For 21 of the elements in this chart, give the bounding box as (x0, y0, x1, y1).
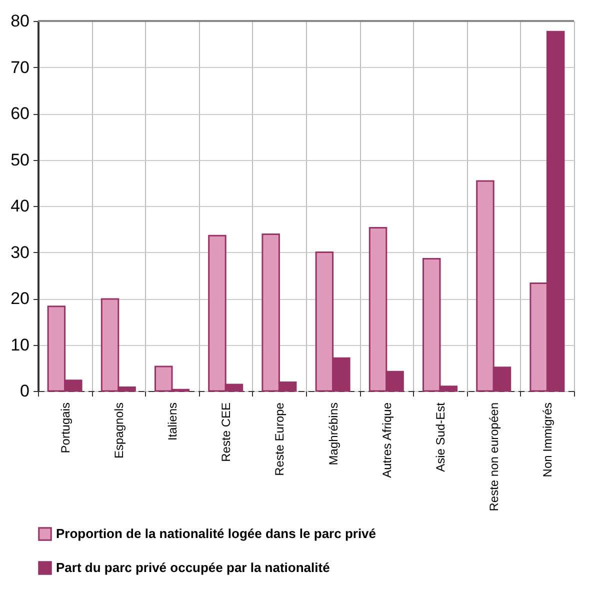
y-tick-label: 40 (10, 196, 30, 216)
y-tick-label: 80 (10, 12, 30, 30)
y-tick-label: 30 (10, 242, 30, 262)
x-tick-label: Reste non européen (487, 402, 502, 512)
legend-label: Proportion de la nationalité logée dans le parc privé (56, 526, 376, 541)
x-tick-label: Espagnols (112, 402, 126, 459)
y-tick-label: 60 (10, 104, 30, 123)
y-tick-label: 10 (10, 335, 30, 354)
y-tick-label: 70 (10, 58, 30, 77)
x-tick-label: Portugais (58, 402, 72, 454)
x-tick-label: Maghrébins (326, 402, 340, 466)
x-tick-label: Reste Europe (272, 402, 287, 476)
x-tick-label: Asie Sud-Est (434, 402, 448, 472)
y-tick-label: 0 (20, 382, 30, 400)
x-tick-label: Non Immigrés (540, 402, 555, 478)
y-tick-label: 50 (10, 150, 30, 170)
x-tick-label: Reste CEE (219, 402, 234, 462)
x-tick-label: Autres Afrique (380, 402, 394, 478)
legend-label: Part du parc privé occupée par la nationalité (56, 560, 330, 575)
y-tick-label: 20 (10, 289, 30, 308)
x-tick-label: Italiens (166, 402, 180, 441)
